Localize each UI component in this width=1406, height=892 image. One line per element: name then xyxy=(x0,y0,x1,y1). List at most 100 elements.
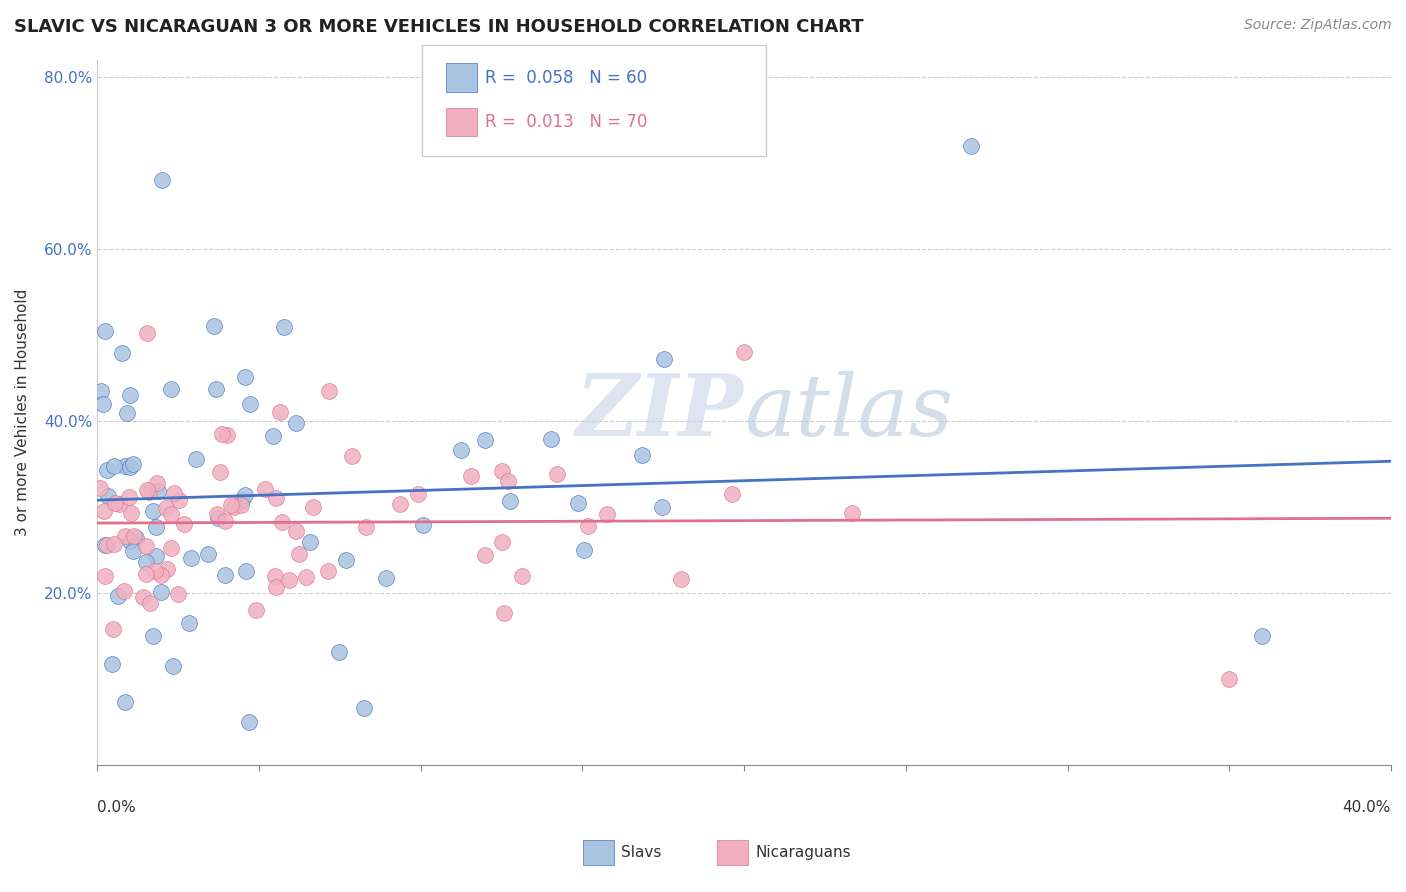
Slavs xyxy=(285,416,308,430)
Nicaraguans xyxy=(264,568,287,582)
Nicaraguans xyxy=(496,474,519,488)
Slavs xyxy=(117,406,139,420)
Slavs xyxy=(197,548,219,562)
Slavs xyxy=(959,138,981,153)
Slavs xyxy=(180,550,202,565)
Slavs xyxy=(412,517,434,532)
Slavs xyxy=(91,397,114,411)
Slavs xyxy=(450,442,472,457)
Nicaraguans xyxy=(491,535,513,549)
Nicaraguans xyxy=(134,539,156,553)
Nicaraguans xyxy=(342,449,364,463)
Slavs xyxy=(97,489,120,503)
Slavs xyxy=(145,549,167,563)
Slavs xyxy=(110,346,132,360)
Nicaraguans xyxy=(149,567,172,582)
Nicaraguans xyxy=(160,507,183,521)
Nicaraguans xyxy=(302,500,325,514)
Nicaraguans xyxy=(166,586,188,600)
Nicaraguans xyxy=(264,491,287,505)
Nicaraguans xyxy=(167,492,190,507)
Nicaraguans xyxy=(160,541,183,556)
Text: 0.0%: 0.0% xyxy=(97,799,136,814)
Nicaraguans xyxy=(135,567,157,582)
Slavs xyxy=(540,432,562,446)
Slavs xyxy=(142,629,165,643)
Slavs xyxy=(273,320,295,334)
Nicaraguans xyxy=(208,465,231,479)
Slavs xyxy=(651,500,673,515)
Text: SLAVIC VS NICARAGUAN 3 OR MORE VEHICLES IN HOUSEHOLD CORRELATION CHART: SLAVIC VS NICARAGUAN 3 OR MORE VEHICLES … xyxy=(14,18,863,36)
Slavs xyxy=(107,589,129,603)
Text: Slavs: Slavs xyxy=(621,846,662,860)
Nicaraguans xyxy=(117,490,139,504)
Nicaraguans xyxy=(721,487,744,501)
Nicaraguans xyxy=(104,496,127,510)
Slavs xyxy=(233,370,256,384)
Slavs xyxy=(114,695,136,709)
Slavs xyxy=(214,568,236,582)
Nicaraguans xyxy=(96,538,118,552)
Nicaraguans xyxy=(214,514,236,528)
Nicaraguans xyxy=(576,519,599,533)
Slavs xyxy=(149,584,172,599)
Text: ZIP: ZIP xyxy=(576,370,744,454)
Slavs xyxy=(142,503,165,517)
Slavs xyxy=(233,488,256,502)
Slavs xyxy=(150,173,173,187)
Nicaraguans xyxy=(669,572,692,586)
Nicaraguans xyxy=(316,564,339,578)
Nicaraguans xyxy=(135,326,157,341)
Nicaraguans xyxy=(89,482,111,496)
Nicaraguans xyxy=(120,506,142,520)
Nicaraguans xyxy=(253,482,276,496)
Nicaraguans xyxy=(388,497,411,511)
Slavs xyxy=(375,571,398,585)
Nicaraguans xyxy=(205,507,228,521)
Slavs xyxy=(572,542,595,557)
Nicaraguans xyxy=(101,622,124,636)
Nicaraguans xyxy=(474,548,496,562)
Nicaraguans xyxy=(295,570,318,584)
Nicaraguans xyxy=(155,500,177,515)
Nicaraguans xyxy=(156,562,179,576)
Nicaraguans xyxy=(245,603,267,617)
Nicaraguans xyxy=(173,517,195,532)
Slavs xyxy=(90,384,112,399)
Text: R =  0.058   N = 60: R = 0.058 N = 60 xyxy=(485,69,647,87)
Slavs xyxy=(1250,629,1272,643)
Nicaraguans xyxy=(733,345,755,359)
Slavs xyxy=(145,520,167,534)
Nicaraguans xyxy=(163,486,186,500)
Slavs xyxy=(262,429,284,443)
Slavs xyxy=(239,397,262,411)
Slavs xyxy=(93,537,115,551)
Nicaraguans xyxy=(217,428,239,442)
Slavs xyxy=(184,451,207,466)
Nicaraguans xyxy=(284,524,307,538)
Slavs xyxy=(160,382,183,396)
Slavs xyxy=(162,659,184,673)
Slavs xyxy=(652,351,675,366)
Slavs xyxy=(135,555,157,569)
Nicaraguans xyxy=(103,537,125,551)
Nicaraguans xyxy=(510,568,533,582)
Nicaraguans xyxy=(270,516,292,530)
Nicaraguans xyxy=(132,590,155,604)
Slavs xyxy=(207,511,229,525)
Slavs xyxy=(299,535,322,549)
Text: Nicaraguans: Nicaraguans xyxy=(755,846,851,860)
Slavs xyxy=(567,496,589,510)
Slavs xyxy=(238,714,260,729)
Slavs xyxy=(328,645,350,659)
Nicaraguans xyxy=(287,547,309,561)
Nicaraguans xyxy=(1218,672,1240,686)
Nicaraguans xyxy=(841,506,863,520)
Text: 40.0%: 40.0% xyxy=(1343,799,1391,814)
Nicaraguans xyxy=(460,468,482,483)
Nicaraguans xyxy=(112,584,135,599)
Slavs xyxy=(121,544,143,558)
Slavs xyxy=(205,383,228,397)
Nicaraguans xyxy=(546,467,568,481)
Nicaraguans xyxy=(143,564,166,578)
